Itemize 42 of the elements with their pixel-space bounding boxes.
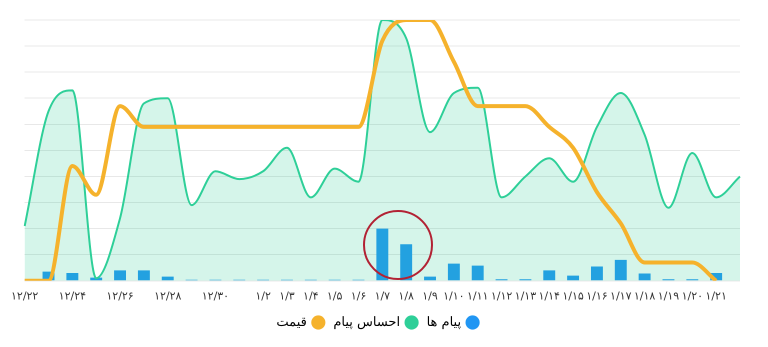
x-tick-label: ۱/۳ (279, 289, 295, 302)
x-tick-label: ۱/۱۸ (634, 289, 656, 302)
x-tick-label: ۱/۴ (303, 289, 319, 302)
bar (424, 276, 436, 280)
x-tick-label: ۱/۱۳ (514, 289, 536, 302)
x-tick-label: ۱۲/۲۴ (58, 289, 86, 302)
bar (114, 270, 126, 280)
legend-label: پیام ها (426, 314, 462, 330)
bar (638, 274, 651, 280)
bar (472, 266, 484, 280)
bar (567, 276, 580, 280)
x-tick-label: ۱/۱۴ (538, 289, 560, 302)
x-tick-label: ۱/۲۱ (705, 289, 727, 302)
x-tick-label: ۱۲/۲۲ (11, 289, 38, 302)
x-tick-label: ۱/۲۰ (682, 289, 704, 302)
x-tick-label: ۱/۱۵ (562, 289, 584, 302)
x-tick-label: ۱۲/۳۰ (202, 289, 230, 302)
bar (543, 270, 556, 280)
bar (162, 276, 174, 280)
x-tick-label: ۱/۷ (374, 289, 390, 302)
x-tick-label: ۱/۱۱ (466, 289, 488, 302)
bar (614, 260, 627, 280)
bar (448, 264, 460, 280)
x-tick-label: ۱/۹ (422, 289, 438, 302)
x-tick-label: ۱/۸ (398, 289, 414, 302)
x-tick-label: ۱/۶ (350, 289, 366, 302)
x-tick-label: ۱/۵ (326, 289, 342, 302)
x-tick-label: ۱۲/۲۶ (106, 289, 134, 302)
legend-label: قیمت (276, 314, 307, 330)
x-tick-label: ۱/۱۷ (610, 289, 632, 302)
bar (590, 266, 603, 280)
x-tick-label: ۱/۲ (255, 289, 271, 302)
bar (400, 244, 412, 280)
legend-label: احساس پیام (333, 314, 400, 330)
x-tick-label: ۱/۱۰ (443, 289, 465, 302)
bar (376, 228, 388, 280)
x-tick-label: ۱/۱۹ (658, 289, 680, 302)
x-tick-label: ۱۲/۲۸ (154, 289, 182, 302)
bar (66, 272, 78, 280)
bar (138, 270, 150, 280)
x-tick-label: ۱/۱۲ (490, 289, 512, 302)
x-tick-label: ۱/۱۶ (586, 289, 608, 302)
